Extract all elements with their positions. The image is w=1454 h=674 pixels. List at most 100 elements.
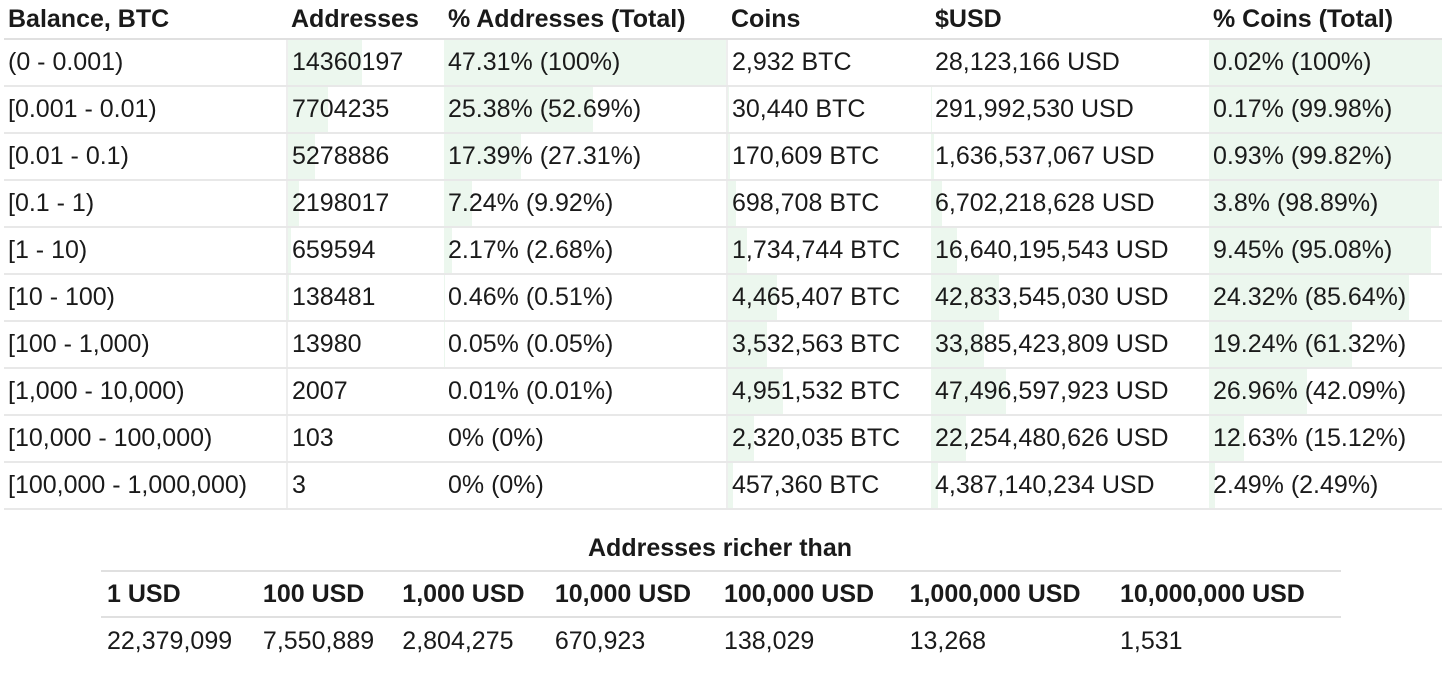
- cell-pct-coins-text: 9.45% (95.08%): [1213, 236, 1393, 264]
- cell-pct-coins-text: 19.24% (61.32%): [1213, 330, 1407, 358]
- table-row: [0.01 - 0.1) 5278886 17.39% (27.31%) 170,60…: [4, 133, 1442, 181]
- cell-addresses-text: 103: [292, 424, 334, 452]
- cell-fill-bar: [444, 40, 726, 85]
- cell-usd-text: 28,123,166 USD: [935, 48, 1120, 76]
- table-row: [1,000 - 10,000) 2007 0.01% (0.01%) 4,951,5…: [4, 368, 1442, 416]
- cell-fill-bar: [1209, 181, 1440, 226]
- cell-usd-text: 4,387,140,234 USD: [935, 471, 1155, 499]
- richer-header-row: 1 USD 100 USD 1,000 USD 10,000 USD 100,000 U…: [101, 570, 1341, 618]
- richer-header-cell: 100,000 USD: [717, 570, 904, 618]
- cell-usd-text: 16,640,195,543 USD: [935, 236, 1169, 264]
- cell-pct-addresses: 0.05% (0.05%): [444, 321, 727, 369]
- cell-pct-coins: 3.8% (98.89%): [1209, 180, 1442, 228]
- header-coins: Coins: [727, 0, 931, 40]
- cell-fill-bar: [931, 275, 999, 320]
- cell-fill-bar: [444, 275, 446, 320]
- cell-balance-range: [100,000 - 1,000,000): [4, 462, 287, 510]
- cell-usd-text: 1,636,537,067 USD: [935, 142, 1155, 170]
- cell-fill-bar: [728, 181, 736, 226]
- cell-pct-addresses: 2.17% (2.68%): [444, 227, 727, 275]
- cell-usd-text: 47,496,597,923 USD: [935, 377, 1169, 405]
- cell-addresses-text: 3: [292, 471, 306, 499]
- distribution-header-row: Balance, BTC Addresses % Addresses (Tota…: [4, 0, 1442, 40]
- cell-coins-text: 1,734,744 BTC: [732, 236, 901, 264]
- richer-value-cell: 670,923: [554, 626, 646, 655]
- cell-pct-addresses-text: 47.31% (100%): [448, 48, 621, 76]
- cell-fill-bar: [728, 463, 734, 508]
- cell-addresses-text: 138481: [292, 283, 376, 311]
- table-row: [0.1 - 1) 2198017 7.24% (9.92%) 698,708 BTC…: [4, 180, 1442, 228]
- cell-fill-bar: [444, 228, 452, 273]
- cell-fill-bar: [728, 134, 730, 179]
- cell-addresses: 659594: [286, 227, 444, 275]
- cell-pct-addresses-text: 0.46% (0.51%): [448, 283, 614, 311]
- cell-fill-bar: [288, 87, 328, 132]
- cell-addresses: 5278886: [286, 133, 444, 181]
- header-balance: Balance, BTC: [4, 0, 287, 40]
- cell-balance-range: [10,000 - 100,000): [4, 415, 287, 463]
- cell-pct-addresses: 0% (0%): [444, 415, 727, 463]
- cell-pct-coins: 0.02% (100%): [1209, 39, 1442, 87]
- cell-coins: 2,320,035 BTC: [726, 415, 931, 463]
- cell-fill-bar: [728, 275, 778, 320]
- cell-usd: 4,387,140,234 USD: [931, 462, 1209, 510]
- table-row: [100,000 - 1,000,000) 3 0% (0%) 457,360 BTC…: [4, 462, 1442, 510]
- cell-usd: 291,992,530 USD: [931, 86, 1209, 134]
- cell-addresses-text: 2198017: [292, 189, 390, 217]
- cell-coins: 30,440 BTC: [726, 86, 931, 134]
- cell-pct-coins: 19.24% (61.32%): [1209, 321, 1442, 369]
- richer-value-cell: 22,379,099: [107, 626, 233, 655]
- cell-pct-addresses: 25.38% (52.69%): [444, 86, 727, 134]
- cell-coins: 2,932 BTC: [726, 39, 931, 87]
- richer-than-table: 1 USD 100 USD 1,000 USD 10,000 USD 100,000 U…: [101, 570, 1341, 664]
- cell-addresses: 103: [286, 415, 444, 463]
- cell-fill-bar: [288, 275, 289, 320]
- cell-fill-bar: [931, 369, 1006, 414]
- cell-balance-range: [0.1 - 1): [4, 180, 287, 228]
- table-row: (0 - 0.001) 14360197 47.31% (100%) 2,932 BT…: [4, 39, 1442, 87]
- cell-fill-bar: [1209, 134, 1442, 179]
- cell-addresses-text: 2007: [292, 377, 348, 405]
- cell-usd: 28,123,166 USD: [931, 39, 1209, 87]
- cell-pct-coins-text: 24.32% (85.64%): [1213, 283, 1407, 311]
- cell-pct-addresses-text: 2.17% (2.68%): [448, 236, 614, 264]
- cell-balance-range: [0.01 - 0.1): [4, 133, 287, 181]
- cell-addresses: 13980: [286, 321, 444, 369]
- cell-fill-bar: [1209, 416, 1245, 461]
- richer-value-cell: 138,029: [723, 626, 815, 655]
- cell-fill-bar: [288, 134, 316, 179]
- cell-fill-bar: [288, 228, 292, 273]
- richer-header-cell: 1 USD: [101, 570, 257, 618]
- richer-header-cell: 1,000 USD: [396, 570, 549, 618]
- distribution-table: Balance, BTC Addresses % Addresses (Tota…: [4, 0, 1442, 510]
- cell-balance-range-text: [0.01 - 0.1): [8, 142, 129, 170]
- cell-pct-addresses: 47.31% (100%): [444, 39, 727, 87]
- cell-balance-range: [100 - 1,000): [4, 321, 287, 369]
- cell-coins-text: 698,708 BTC: [732, 189, 880, 217]
- cell-usd: 1,636,537,067 USD: [931, 133, 1209, 181]
- cell-balance-range: [1 - 10): [4, 227, 287, 275]
- cell-addresses: 138481: [286, 274, 444, 322]
- cell-coins-text: 4,951,532 BTC: [732, 377, 901, 405]
- distribution-body: (0 - 0.001) 14360197 47.31% (100%) 2,932 BT…: [4, 39, 1442, 510]
- cell-usd-text: 42,833,545,030 USD: [935, 283, 1169, 311]
- cell-balance-range-text: [10,000 - 100,000): [8, 424, 213, 452]
- cell-pct-coins: 12.63% (15.12%): [1209, 415, 1442, 463]
- cell-usd-text: 291,992,530 USD: [935, 95, 1134, 123]
- table-row: [10 - 100) 138481 0.46% (0.51%) 4,465,407 B…: [4, 274, 1442, 322]
- header-usd: $USD: [931, 0, 1209, 40]
- cell-pct-addresses: 17.39% (27.31%): [444, 133, 727, 181]
- cell-pct-coins: 26.96% (42.09%): [1209, 368, 1442, 416]
- cell-fill-bar: [1209, 322, 1352, 367]
- cell-fill-bar: [728, 322, 768, 367]
- cell-balance-range-text: [10 - 100): [8, 283, 116, 311]
- cell-addresses: 2198017: [286, 180, 444, 228]
- cell-fill-bar: [931, 228, 958, 273]
- cell-coins: 3,532,563 BTC: [726, 321, 931, 369]
- cell-usd: 16,640,195,543 USD: [931, 227, 1209, 275]
- cell-usd: 6,702,218,628 USD: [931, 180, 1209, 228]
- cell-usd-text: 22,254,480,626 USD: [935, 424, 1169, 452]
- cell-coins: 457,360 BTC: [726, 462, 931, 510]
- cell-pct-addresses: 0.46% (0.51%): [444, 274, 727, 322]
